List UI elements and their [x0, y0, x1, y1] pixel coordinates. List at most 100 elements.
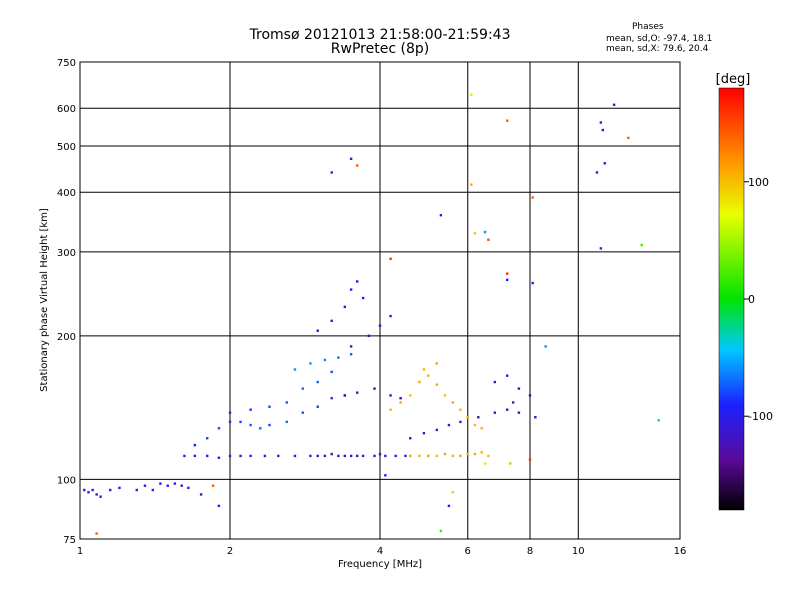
data-point	[480, 451, 483, 454]
data-point	[384, 454, 387, 458]
data-point	[409, 437, 412, 440]
data-point	[439, 214, 443, 217]
data-point	[378, 324, 382, 327]
y-tick-label: 600	[57, 104, 76, 115]
data-point	[263, 454, 267, 458]
phases-o-stats: mean, sd,O: -97.4, 18.1	[606, 34, 713, 44]
data-point	[422, 431, 426, 435]
data-point	[343, 394, 347, 397]
data-point	[422, 368, 426, 371]
data-point	[228, 411, 232, 414]
colorbar	[718, 87, 745, 511]
data-point	[505, 408, 509, 411]
data-point	[166, 484, 169, 487]
y-tick-label: 100	[57, 475, 76, 486]
data-point	[459, 454, 462, 458]
data-point	[151, 488, 155, 492]
data-point	[517, 411, 521, 414]
data-point	[316, 405, 319, 408]
data-point	[389, 394, 392, 397]
data-point	[143, 484, 147, 487]
data-point	[505, 272, 509, 275]
data-point	[349, 288, 353, 291]
colorbar-tick-label: 0	[748, 293, 755, 306]
data-point	[355, 454, 359, 458]
x-tick-label: 16	[674, 546, 687, 557]
data-point	[330, 319, 333, 323]
data-point	[293, 368, 297, 371]
y-axis-label: Stationary phase Virtual Height [km]	[39, 208, 50, 392]
plot-grid	[80, 62, 680, 539]
data-point	[544, 345, 547, 348]
data-point	[373, 454, 376, 458]
data-point	[355, 280, 359, 283]
data-point	[439, 529, 443, 533]
data-point	[435, 428, 438, 432]
data-point	[301, 411, 305, 414]
data-point	[343, 454, 347, 458]
data-point	[601, 128, 605, 132]
data-point	[483, 462, 487, 465]
data-point	[531, 196, 534, 199]
data-point	[217, 427, 221, 430]
data-point	[505, 278, 509, 282]
data-point	[268, 405, 271, 408]
data-point	[435, 454, 438, 458]
data-point	[447, 504, 451, 508]
data-point	[228, 454, 232, 458]
data-point	[459, 420, 462, 424]
data-point	[205, 437, 209, 440]
data-point	[193, 443, 197, 447]
data-point	[249, 423, 252, 427]
data-point	[199, 493, 203, 496]
data-point	[118, 486, 121, 490]
data-point	[180, 484, 183, 487]
data-point	[193, 454, 197, 458]
data-point	[599, 247, 603, 250]
data-point	[109, 488, 112, 492]
data-point	[249, 454, 252, 458]
data-point	[480, 427, 483, 430]
data-point	[285, 420, 288, 424]
data-point	[409, 454, 412, 458]
data-point	[285, 401, 288, 404]
data-point	[355, 164, 359, 167]
data-point	[361, 296, 365, 300]
data-point	[473, 452, 477, 456]
data-point	[418, 380, 421, 384]
data-point	[277, 454, 280, 458]
data-point	[404, 454, 407, 458]
data-point	[473, 232, 477, 235]
chart-title: Tromsø 20121013 21:58:00-21:59:43	[249, 27, 511, 43]
x-tick-label: 8	[527, 546, 533, 557]
data-point	[349, 353, 353, 356]
data-point	[451, 491, 455, 494]
data-point	[268, 423, 271, 427]
data-point	[528, 394, 532, 397]
phases-heading: Phases	[632, 22, 664, 32]
axis-ticks: 1 2 4 6 8 10 16 75 100 200 300 400 500 600 750	[57, 58, 686, 557]
data-point	[640, 243, 643, 247]
phases-x-stats: mean, sd,X: 79.6, 20.4	[606, 44, 709, 54]
data-point	[228, 420, 232, 424]
data-point	[316, 380, 319, 384]
data-point	[595, 171, 599, 174]
colorbar-tick-label: 100	[748, 176, 769, 189]
data-point	[435, 362, 438, 365]
x-tick-label: 2	[227, 546, 233, 557]
data-point	[511, 401, 515, 404]
data-point	[183, 454, 186, 458]
data-point	[349, 454, 353, 458]
plot-frame	[79, 61, 681, 540]
data-point	[217, 456, 221, 459]
data-point	[135, 488, 138, 492]
data-point	[443, 394, 447, 397]
data-point	[337, 454, 340, 458]
data-point	[378, 452, 382, 456]
data-point	[249, 408, 252, 411]
colorbar-tick-label: -100	[748, 410, 773, 423]
data-point	[517, 387, 521, 390]
data-point	[173, 482, 177, 485]
data-point	[409, 394, 412, 397]
data-point	[459, 408, 462, 411]
